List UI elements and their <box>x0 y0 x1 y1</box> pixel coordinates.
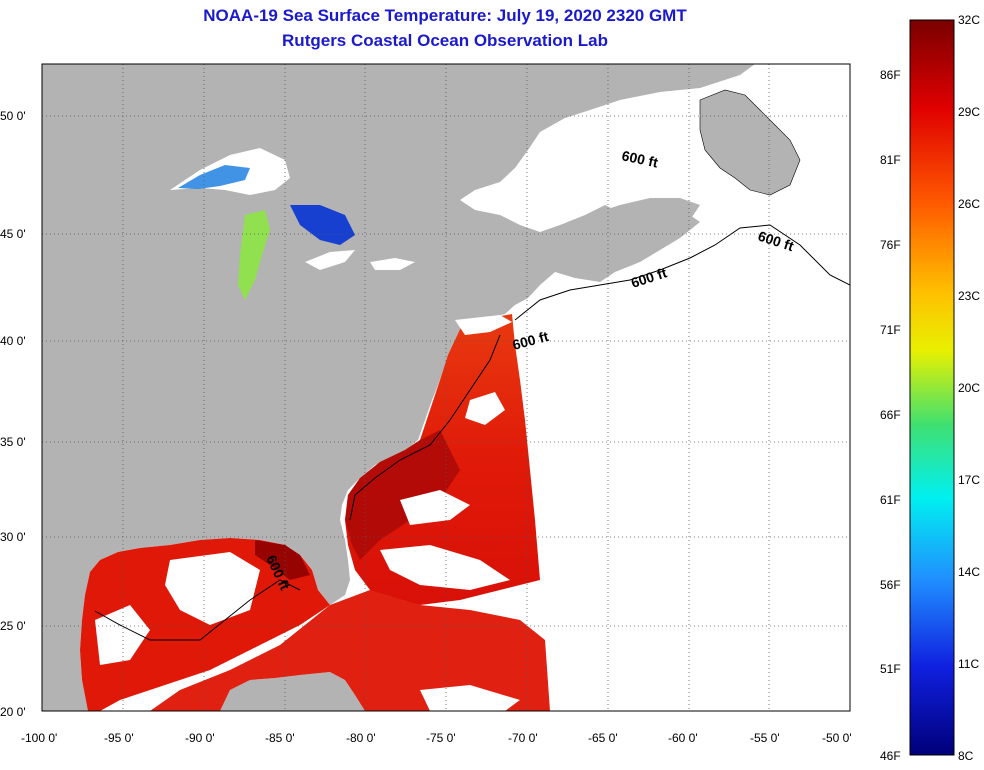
colorbar-c-label: 11C <box>958 657 979 671</box>
contour-600ft-north <box>514 224 850 321</box>
lon-tick-label: -50 0' <box>822 731 852 745</box>
lat-tick-label: 40 0' <box>0 334 26 348</box>
lat-tick-label: 50 0' <box>0 109 26 123</box>
lat-tick-label: 35 0' <box>0 435 26 449</box>
lon-tick-label: -55 0' <box>750 731 780 745</box>
contour-label-1: 600 ft <box>620 147 659 170</box>
colorbar-f-label: 61F <box>880 493 901 507</box>
map-border <box>41 63 851 712</box>
colorbar-f-label: 51F <box>880 662 901 676</box>
lake-michigan <box>238 210 270 300</box>
colorbar-c-label: 23C <box>958 289 980 303</box>
lon-tick-label: -90 0' <box>185 731 215 745</box>
lon-tick-labels: -100 0' -95 0' -90 0' -85 0' -80 0' -75 … <box>21 731 852 745</box>
colorbar-f-label: 71F <box>880 323 901 337</box>
lake-ontario <box>370 258 415 270</box>
colorbar-c-label: 29C <box>958 105 980 119</box>
colorbar-f-label: 66F <box>880 408 901 422</box>
lat-tick-label: 20 0' <box>0 705 26 719</box>
lon-tick-label: -80 0' <box>346 731 376 745</box>
land-north-america <box>42 64 755 711</box>
grid <box>42 64 850 711</box>
lat-tick-label: 30 0' <box>0 530 26 544</box>
lake-superior-sst <box>178 165 250 189</box>
colorbar <box>909 19 955 756</box>
map-title: NOAA-19 Sea Surface Temperature: July 19… <box>203 6 687 25</box>
lat-tick-label: 45 0' <box>0 227 26 241</box>
land-yucatan <box>220 672 365 711</box>
colorbar-f-label: 86F <box>880 68 901 82</box>
gulf-sst <box>80 538 330 711</box>
colorbar-c-label: 26C <box>958 197 980 211</box>
contour-600ft-gulf <box>94 579 301 641</box>
atlantic-cloud-1 <box>465 392 505 425</box>
lon-tick-label: -85 0' <box>265 731 295 745</box>
lake-erie <box>305 250 355 270</box>
colorbar-c-label: 17C <box>958 473 980 487</box>
lat-tick-label: 25 0' <box>0 619 26 633</box>
lon-tick-label: -65 0' <box>588 731 618 745</box>
lon-tick-label: -70 0' <box>508 731 538 745</box>
caribbean-cloud <box>420 685 520 711</box>
colorbar-celsius-labels: 32C 29C 26C 23C 20C 17C 14C 11C 8C <box>958 13 980 763</box>
gulf-warm-band <box>255 540 310 580</box>
lat-tick-labels: 20 0' 25 0' 30 0' 35 0' 40 0' 45 0' 50 0… <box>0 109 26 719</box>
colorbar-f-label: 81F <box>880 153 901 167</box>
colorbar-f-label: 46F <box>880 749 901 763</box>
colorbar-f-label: 76F <box>880 238 901 252</box>
colorbar-c-label: 32C <box>958 13 980 27</box>
lon-tick-label: -75 0' <box>426 731 456 745</box>
lon-tick-label: -95 0' <box>104 731 134 745</box>
colorbar-fahrenheit-labels: 86F 81F 76F 71F 66F 61F 56F 51F 46F <box>880 68 901 763</box>
colorbar-c-label: 14C <box>958 565 980 579</box>
gulf-cloud-2 <box>95 605 150 665</box>
land-newfoundland <box>699 89 801 196</box>
caribbean-sst <box>150 590 550 711</box>
atlantic-cloud-3 <box>380 545 510 590</box>
atlantic-cloud-2 <box>400 490 470 525</box>
contour-600ft-south <box>349 334 501 521</box>
atlantic-warm-band <box>345 430 460 560</box>
gulf-cloud-1 <box>165 552 260 625</box>
atlantic-cloud-4 <box>455 315 512 335</box>
colorbar-c-label: 8C <box>958 749 974 763</box>
colorbar-c-label: 20C <box>958 381 980 395</box>
lon-tick-label: -60 0' <box>668 731 698 745</box>
lon-tick-label: -100 0' <box>21 731 57 745</box>
colorbar-f-label: 56F <box>880 578 901 592</box>
map-subtitle: Rutgers Coastal Ocean Observation Lab <box>282 31 608 50</box>
shelf-no-data <box>528 108 700 200</box>
land-nova-scotia <box>575 198 700 262</box>
lake-huron <box>290 205 355 245</box>
